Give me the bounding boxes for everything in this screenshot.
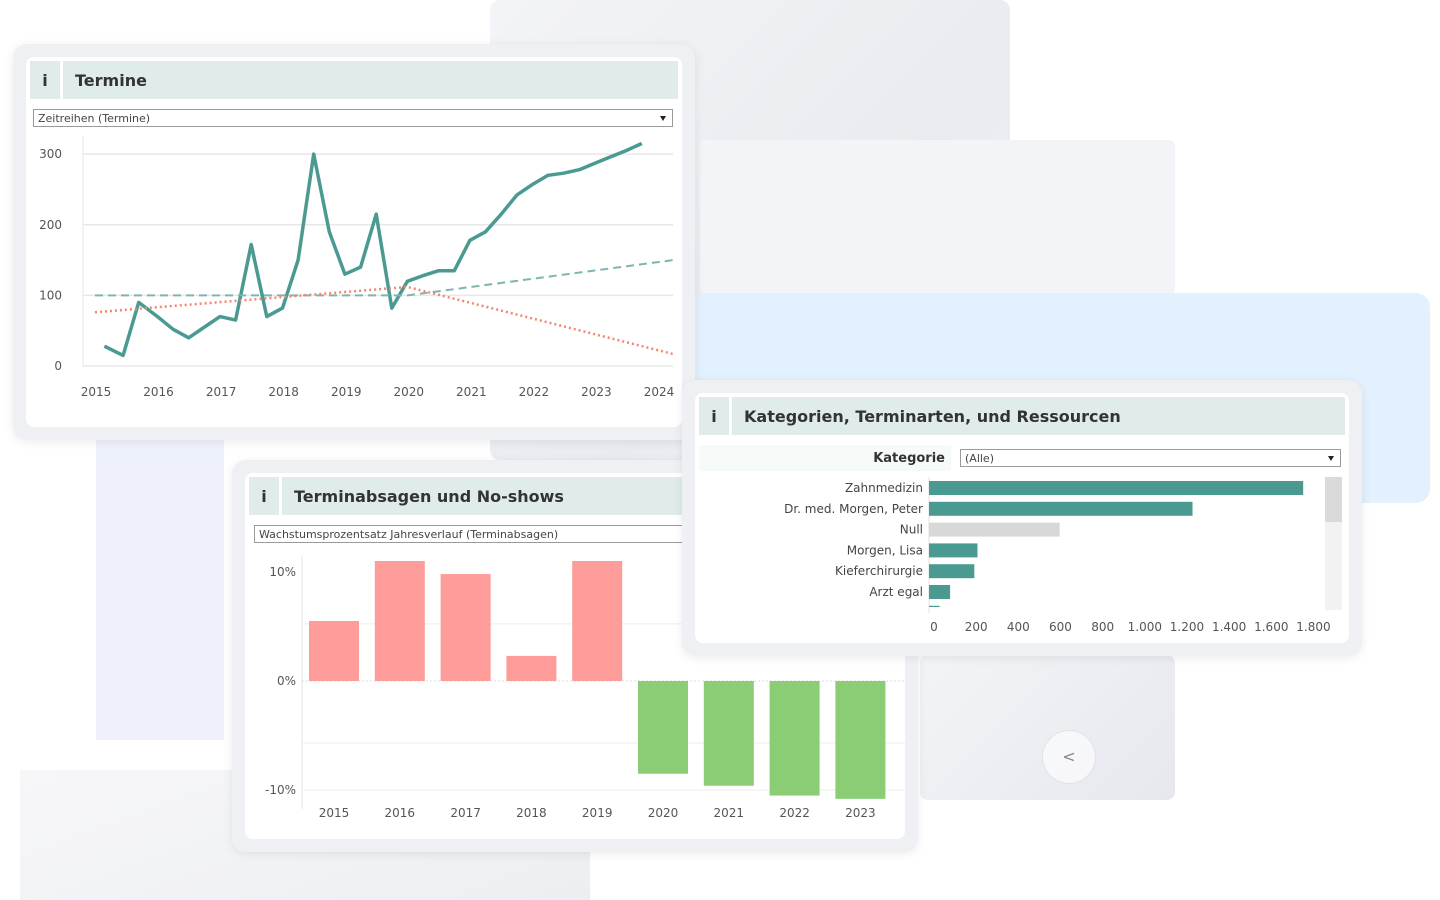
bar-2016	[374, 561, 425, 681]
bar-row	[929, 564, 975, 579]
bar-row	[929, 501, 1193, 516]
info-button[interactable]: i	[699, 397, 729, 435]
y-tick-label: 0%	[277, 674, 296, 688]
kategorie-filter-label: Kategorie	[873, 450, 945, 466]
bar-2023	[835, 681, 886, 799]
x-tick-label: 2018	[516, 806, 547, 820]
kategorien-card: i Kategorien, Terminarten, und Ressource…	[682, 380, 1362, 656]
bar-2017	[440, 574, 491, 681]
x-tick-label: 800	[1091, 620, 1114, 634]
x-tick-label: 400	[1007, 620, 1030, 634]
category-label: Kieferchirurgie	[835, 564, 923, 578]
y-tick-label: 10%	[269, 565, 296, 579]
bar-row	[929, 522, 1060, 537]
bar-row	[929, 543, 978, 558]
bar-row	[929, 605, 940, 607]
x-tick-label: 0	[930, 620, 938, 634]
x-tick-label: 1.600	[1254, 620, 1288, 634]
termine-header: i Termine	[30, 61, 678, 99]
info-icon: i	[711, 406, 717, 426]
x-tick-label: 1.000	[1128, 620, 1162, 634]
absagen-dropdown[interactable]: Wachstumsprozentsatz Jahresverlauf (Term…	[254, 525, 694, 543]
x-tick-label: 2015	[319, 806, 350, 820]
x-tick-label: 2024	[644, 385, 675, 399]
termine-dropdown[interactable]: Zeitreihen (Termine)	[33, 109, 673, 127]
x-tick-label: 2020	[648, 806, 679, 820]
kategorie-dropdown[interactable]: (Alle)	[960, 449, 1341, 467]
absagen-dropdown-value: Wachstumsprozentsatz Jahresverlauf (Term…	[259, 528, 559, 541]
dropdown-arrow-icon	[1328, 456, 1334, 461]
x-tick-label: 2020	[394, 385, 425, 399]
scrollbar-thumb	[1325, 477, 1342, 522]
x-tick-label: 2022	[519, 385, 550, 399]
trend-line-dotted	[94, 285, 674, 356]
category-label: Arzt egal	[869, 585, 923, 599]
x-tick-label: 1.400	[1212, 620, 1246, 634]
bar-rows: Zahnmedizin Dr. med. Morgen, Peter Null Mor…	[784, 481, 1304, 620]
bar-2022	[769, 681, 820, 796]
bar-row	[929, 585, 951, 599]
absagen-bar-chart: 10% 0% -10% 2015 2016 2017 2018 2019 2020 2021 202…	[265, 556, 905, 820]
x-tick-label: 2017	[450, 806, 481, 820]
termine-title: Termine	[63, 61, 678, 99]
x-tick-label: 2023	[581, 385, 612, 399]
info-button[interactable]: i	[30, 61, 60, 99]
x-tick-label: 2023	[845, 806, 876, 820]
kategorie-dropdown-value: (Alle)	[965, 452, 994, 465]
termine-dropdown-value: Zeitreihen (Termine)	[38, 112, 151, 125]
x-tick-label: 1.800	[1296, 620, 1330, 634]
x-tick-label: 2019	[582, 806, 613, 820]
bar-2019	[572, 561, 623, 681]
background-panel	[96, 440, 224, 740]
background-panel	[700, 140, 1175, 295]
termine-panel: i Termine Zeitreihen (Termine) 0 100 200 30…	[26, 57, 682, 427]
y-tick-label: 200	[39, 218, 62, 232]
category-label: Null	[900, 523, 923, 537]
x-tick-label: 2018	[268, 385, 299, 399]
bar-2020	[638, 681, 688, 774]
kategorien-panel: i Kategorien, Terminarten, und Ressource…	[695, 393, 1349, 643]
y-tick-label: 300	[39, 147, 62, 161]
termine-card: i Termine Zeitreihen (Termine) 0 100 200 30…	[13, 44, 695, 440]
dropdown-arrow-icon	[660, 116, 666, 121]
bar-2015	[309, 621, 359, 681]
absagen-card: i Terminabsagen und No-shows Wachstumspr…	[232, 460, 918, 852]
category-label: Zahnmedizin	[845, 481, 923, 495]
info-icon: i	[261, 486, 267, 506]
bar-2021	[703, 681, 754, 786]
background-panel	[920, 655, 1175, 800]
x-tick-label: 600	[1049, 620, 1072, 634]
termine-line-chart: 0 100 200 300 2015 2016 2017 2018 2019 2020 2021 20…	[39, 136, 675, 399]
bar-row	[929, 481, 1304, 495]
scroll-left-button[interactable]: <	[1042, 730, 1096, 784]
x-tick-label: 2021	[714, 806, 745, 820]
trend-line-dashed	[95, 259, 674, 297]
kategorien-title: Kategorien, Terminarten, und Ressourcen	[732, 397, 1345, 435]
x-tick-label: 200	[965, 620, 988, 634]
kategorien-header: i Kategorien, Terminarten, und Ressource…	[699, 397, 1345, 435]
category-label: dr Kalkutta, Jutta	[822, 606, 923, 620]
x-tick-label: 2016	[385, 806, 416, 820]
info-button[interactable]: i	[249, 477, 279, 515]
category-label: Dr. med. Morgen, Peter	[784, 502, 923, 516]
category-label: Morgen, Lisa	[847, 543, 923, 557]
chevron-left-icon: <	[1062, 747, 1076, 766]
x-tick-label: 2021	[456, 385, 487, 399]
kategorie-filter-label-box: Kategorie	[699, 445, 951, 471]
x-tick-label: 2017	[206, 385, 237, 399]
x-tick-label: 2022	[779, 806, 810, 820]
x-tick-label: 2016	[143, 385, 174, 399]
y-tick-label: 0	[54, 359, 62, 373]
kategorien-bar-chart: Zahnmedizin Dr. med. Morgen, Peter Null Mor…	[784, 477, 1342, 634]
y-tick-label: -10%	[265, 783, 296, 797]
y-tick-label: 100	[39, 288, 62, 302]
termine-series-line	[103, 141, 643, 358]
info-icon: i	[42, 70, 48, 90]
bar-2018	[506, 655, 557, 681]
x-tick-label: 1.200	[1170, 620, 1204, 634]
x-tick-label: 2019	[331, 385, 362, 399]
x-tick-label: 2015	[81, 385, 112, 399]
